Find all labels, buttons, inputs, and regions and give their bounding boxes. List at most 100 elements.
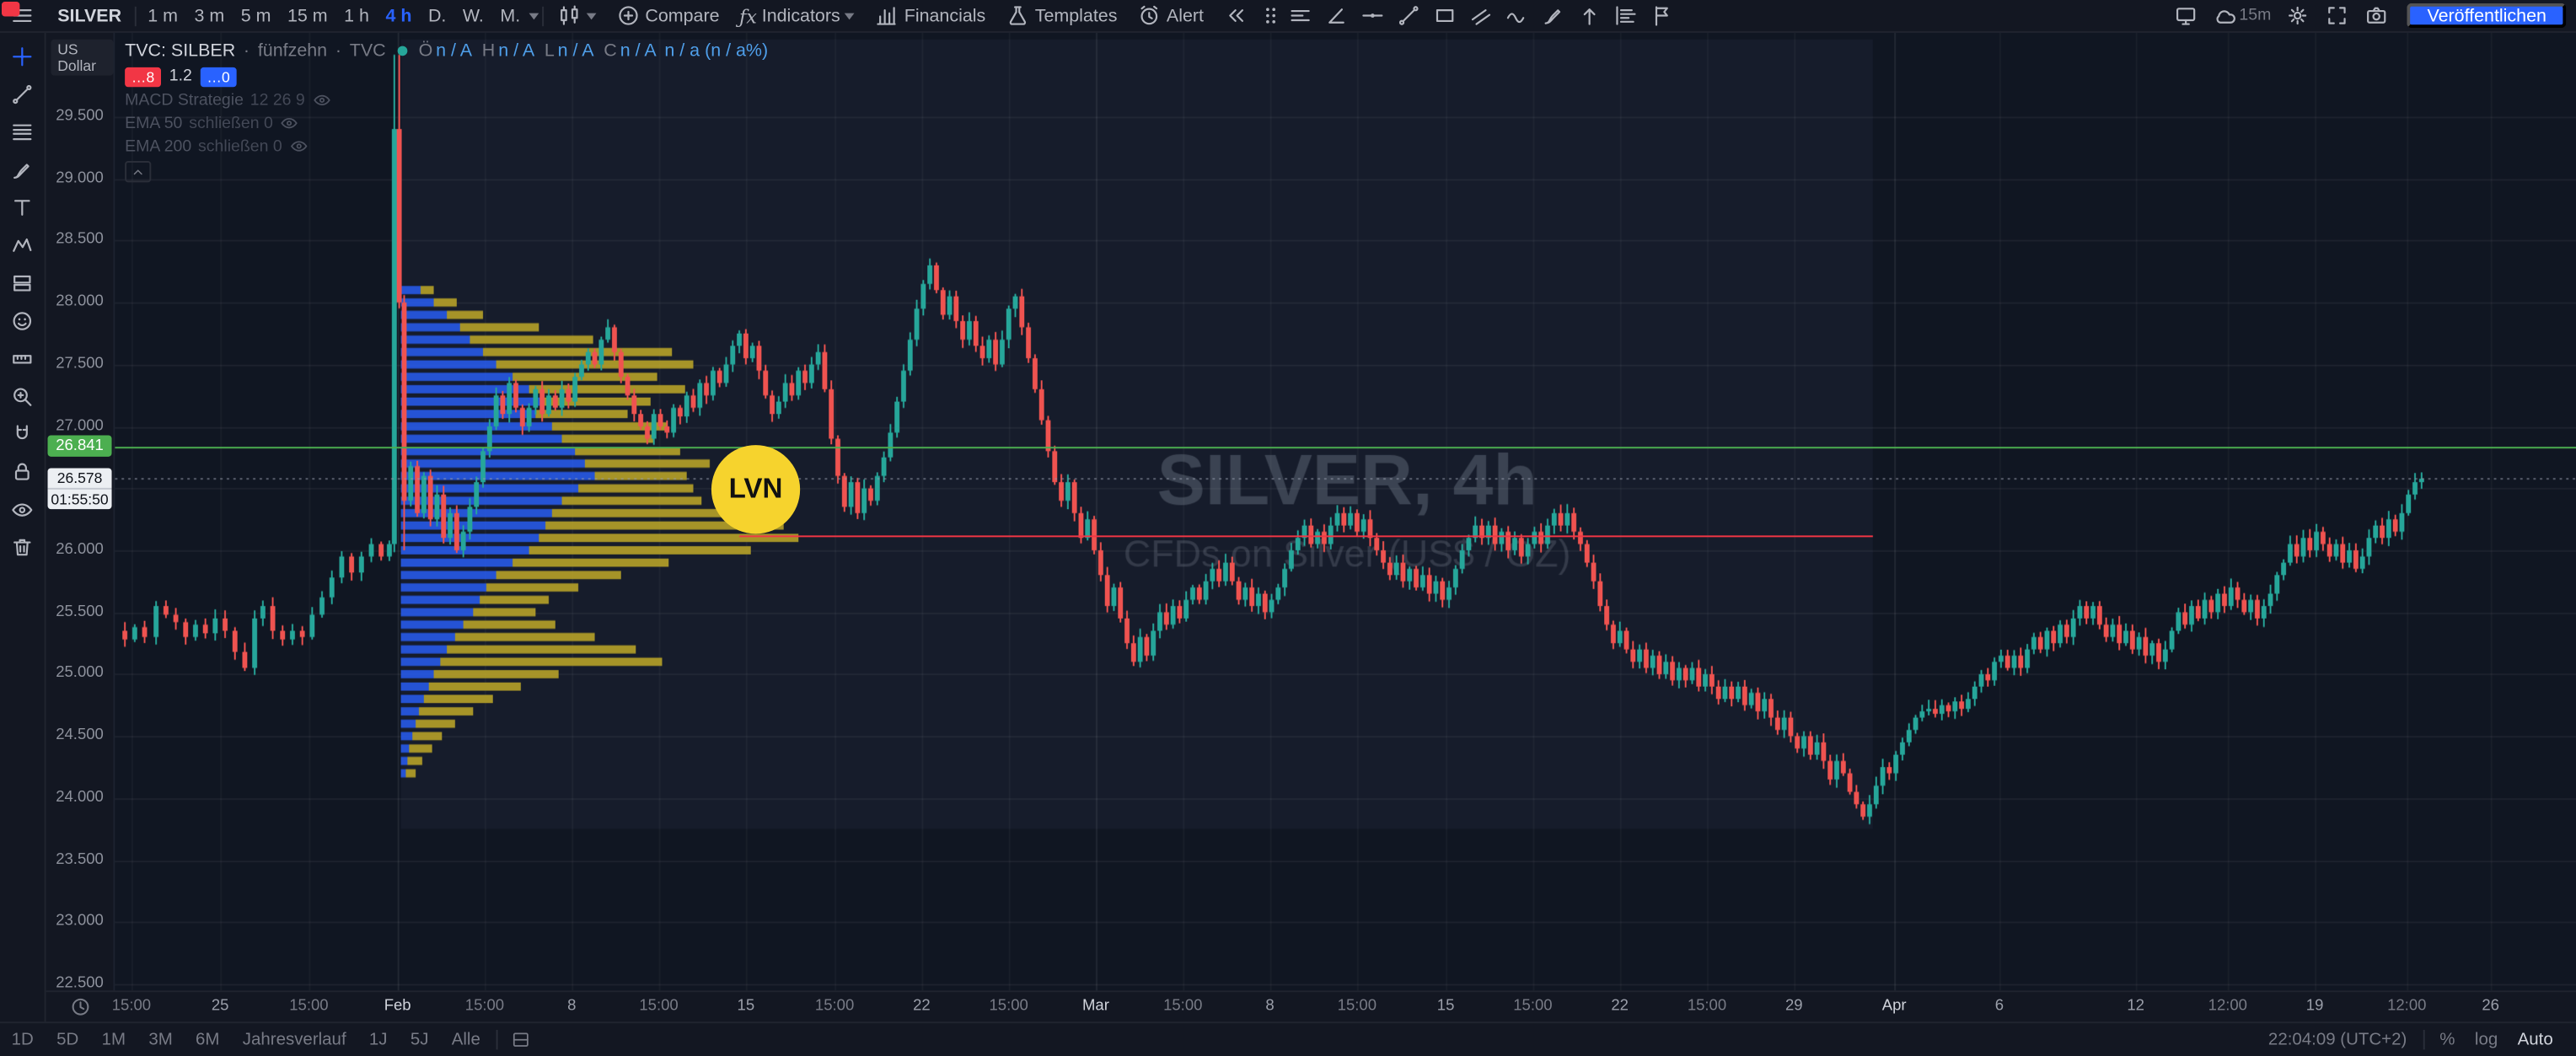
clock-label[interactable]: 22:04:09 (UTC+2) — [2267, 1030, 2407, 1050]
parallel-channel-button[interactable] — [1463, 0, 1500, 32]
price-tick: 29.000 — [56, 169, 104, 187]
long-short-position-button[interactable] — [3, 265, 42, 303]
trend-line-tool-button[interactable] — [3, 76, 42, 114]
price-axis[interactable]: US Dollar 29.500 29.000 28.500 28.000 27.500… — [46, 32, 115, 993]
range-5j[interactable]: 5J — [410, 1030, 429, 1050]
indicator-row[interactable]: EMA 50 schließen 0 — [125, 112, 768, 135]
price-chart-canvas[interactable] — [115, 32, 2576, 991]
measure-tool-button[interactable] — [3, 340, 42, 378]
time-axis[interactable]: 15:00 25 15:00 Feb 15:00 8 15:00 15 15:00 22 15:00… — [46, 990, 2576, 1021]
lock-drawings-button[interactable] — [3, 453, 42, 491]
timeframe-1h[interactable]: 1 h — [344, 5, 369, 26]
volume-profile-icon — [1613, 3, 1638, 28]
zoom-in-tool-button[interactable] — [3, 378, 42, 415]
ohlc-key: C — [604, 40, 617, 62]
indicator-row[interactable]: MACD Strategie 12 26 9 — [125, 88, 768, 111]
range-1j[interactable]: 1J — [368, 1030, 388, 1050]
financials-button[interactable]: Financials — [865, 0, 996, 31]
trend-angle-button[interactable] — [1318, 0, 1355, 32]
crosshair-button[interactable] — [3, 38, 42, 76]
timeframe-D.[interactable]: D. — [427, 5, 447, 26]
lock-drawings-icon — [10, 460, 35, 485]
cloud-save-button[interactable]: 15m — [2208, 0, 2276, 32]
brush-tool-button[interactable] — [3, 151, 42, 189]
legend-collapse-button[interactable] — [125, 161, 152, 183]
timeframe-5m[interactable]: 5 m — [240, 5, 271, 26]
price-tick: 23.000 — [56, 912, 104, 930]
chart-type-button[interactable] — [546, 0, 605, 31]
magnet-mode-button[interactable] — [3, 415, 42, 453]
brush-button[interactable] — [1536, 0, 1572, 32]
drag-handle-icon[interactable] — [1258, 3, 1282, 28]
timeframe-4h[interactable]: 4 h — [385, 5, 412, 26]
emoji-tool-button[interactable] — [3, 303, 42, 340]
timeframe-3m[interactable]: 3 m — [194, 5, 225, 26]
eye-icon[interactable] — [289, 137, 309, 156]
flag-marker-button[interactable] — [1644, 0, 1680, 32]
price-tick: 27.500 — [56, 354, 104, 373]
indicators-button[interactable]: ƒx Indicators — [729, 0, 865, 31]
ohlc-key: L — [544, 40, 555, 62]
timeframe-M.[interactable]: M. — [500, 5, 521, 26]
remove-drawings-button[interactable] — [3, 529, 42, 567]
fullscreen-button[interactable] — [2319, 0, 2355, 32]
session-clock-icon[interactable] — [69, 995, 92, 1018]
volume-profile-button[interactable] — [1607, 0, 1644, 32]
trend-line-button[interactable] — [1391, 0, 1427, 32]
lvn-annotation[interactable]: LVN — [711, 445, 801, 534]
time-tick: 15:00 — [1687, 997, 1727, 1016]
time-tick: 29 — [1784, 997, 1803, 1016]
range-alle[interactable]: Alle — [451, 1030, 480, 1050]
time-tick: 12:00 — [2387, 997, 2427, 1016]
xabcd-pattern-button[interactable] — [3, 227, 42, 265]
notification-badge[interactable] — [1, 1, 20, 17]
horizontal-line-button[interactable] — [1355, 0, 1391, 32]
replay-button[interactable] — [1214, 0, 1258, 31]
strategy-count-badge[interactable]: …0 — [200, 66, 237, 87]
timeframe-W.[interactable]: W. — [462, 5, 484, 26]
market-status-icon[interactable] — [397, 46, 407, 56]
chart-settings-button[interactable] — [2279, 0, 2316, 32]
templates-button[interactable]: Templates — [996, 0, 1127, 31]
fib-retracement-button[interactable] — [3, 113, 42, 151]
range-1m[interactable]: 1M — [101, 1030, 126, 1050]
time-tick: 15 — [737, 997, 755, 1016]
alert-button[interactable]: Alert — [1127, 0, 1214, 31]
compare-label: Compare — [645, 5, 720, 26]
toolbar-divider — [541, 5, 544, 26]
arrow-marker-button[interactable] — [1572, 0, 1608, 32]
eye-icon[interactable] — [312, 90, 331, 110]
layout-select-button[interactable] — [2169, 0, 2205, 32]
scale-mode-%[interactable]: % — [2439, 1030, 2455, 1050]
compare-button[interactable]: Compare — [606, 0, 730, 31]
symbol-button[interactable]: SILVER — [45, 0, 131, 31]
time-tick: 12:00 — [2208, 997, 2247, 1016]
range-5d[interactable]: 5D — [56, 1030, 79, 1050]
timeframe-1m[interactable]: 1 m — [148, 5, 179, 26]
currency-label[interactable]: US Dollar — [51, 39, 114, 76]
text-tool-button[interactable] — [3, 189, 42, 227]
cloud-icon — [2213, 3, 2237, 28]
time-tick: 26 — [2482, 997, 2499, 1016]
snapshot-button[interactable] — [2359, 0, 2395, 32]
curve-button[interactable] — [1500, 0, 1536, 32]
timeframes-caret-icon[interactable] — [528, 13, 539, 25]
hide-drawings-button[interactable] — [3, 491, 42, 529]
range-3m[interactable]: 3M — [148, 1030, 173, 1050]
rectangle-button[interactable] — [1427, 0, 1463, 32]
horizontal-rays-button[interactable] — [1283, 0, 1319, 32]
text-tool-icon — [10, 196, 35, 220]
scale-mode-auto[interactable]: Auto — [2517, 1030, 2553, 1050]
range-1d[interactable]: 1D — [11, 1030, 34, 1050]
price-tick: 22.500 — [56, 973, 104, 993]
publish-button[interactable]: Veröffentlichen — [2407, 3, 2567, 29]
indicator-row[interactable]: EMA 200 schließen 0 — [125, 135, 768, 158]
eye-icon[interactable] — [280, 113, 299, 132]
timeframe-15m[interactable]: 15 m — [287, 5, 328, 26]
panes-button[interactable] — [503, 1023, 539, 1056]
range-jahresverlauf[interactable]: Jahresverlauf — [242, 1030, 346, 1050]
strategy-loss-badge[interactable]: …8 — [125, 66, 162, 87]
range-6m[interactable]: 6M — [196, 1030, 220, 1050]
scale-mode-log[interactable]: log — [2474, 1030, 2498, 1050]
